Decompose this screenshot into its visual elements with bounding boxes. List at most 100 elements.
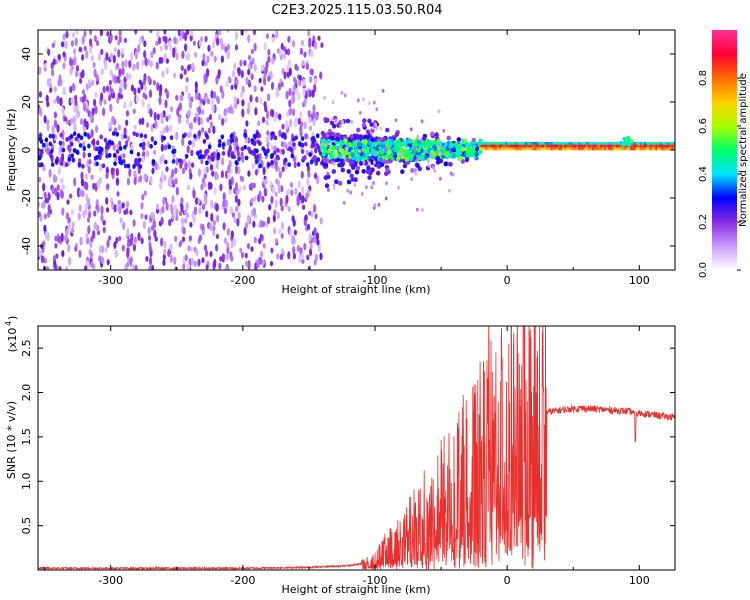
heatmap-cell [87, 78, 91, 87]
heatmap-cell [99, 165, 103, 172]
heatmap-cell [365, 169, 371, 175]
heatmap-cell [74, 98, 78, 107]
heatmap-cell [266, 216, 271, 225]
heatmap-cell [218, 138, 222, 144]
heatmap-cell [171, 149, 175, 155]
heatmap-cell [57, 54, 61, 60]
heatmap-cells [38, 30, 675, 270]
heatmap-cell [299, 47, 303, 56]
heatmap-cell [355, 165, 361, 171]
heatmap-cell [273, 227, 277, 235]
heatmap-cell [154, 161, 158, 168]
heatmap-cell [108, 79, 112, 86]
heatmap-cell [458, 156, 463, 162]
heatmap-cell [60, 232, 64, 243]
heatmap-cell [57, 166, 62, 176]
heatmap-cell [253, 236, 257, 244]
heatmap-cell [132, 131, 136, 137]
heatmap-cell [276, 148, 280, 153]
heatmap-cell [49, 208, 53, 215]
heatmap-cell [118, 30, 122, 36]
heatmap-cell [140, 237, 144, 245]
heatmap-cell [171, 159, 176, 164]
heatmap-cell [100, 92, 104, 102]
heatmap-cell [194, 81, 198, 90]
heatmap-cell [174, 235, 178, 243]
heatmap-cell [292, 219, 296, 227]
heatmap-cell [212, 125, 216, 135]
heatmap-cell [329, 154, 334, 160]
heatmap-cell [95, 125, 99, 133]
heatmap-cell [271, 36, 275, 43]
heatmap-cell [224, 199, 228, 208]
heatmap-cell [207, 144, 212, 150]
heatmap-cell [303, 121, 307, 130]
heatmap-cell [180, 197, 184, 204]
heatmap-cell [443, 161, 448, 167]
heatmap-cell [126, 241, 130, 248]
heatmap-cell [73, 57, 77, 66]
heatmap-cell [93, 35, 97, 43]
heatmap-cell [355, 157, 360, 162]
heatmap-cell [280, 185, 284, 193]
heatmap-cell [340, 167, 345, 173]
heatmap-cell [305, 149, 309, 156]
heatmap-cell [224, 116, 228, 123]
heatmap-cell [237, 166, 241, 175]
heatmap-cell [294, 116, 298, 123]
heatmap-cell [206, 55, 210, 63]
heatmap-cell [400, 169, 405, 175]
heatmap-cell [171, 168, 175, 178]
heatmap-cell [209, 121, 213, 129]
heatmap-cell [184, 32, 188, 42]
heatmap-cell [258, 141, 262, 147]
heatmap-cell [133, 177, 137, 186]
heatmap-cell [161, 153, 165, 162]
heatmap-cell [250, 48, 254, 55]
heatmap-cell [313, 203, 317, 213]
heatmap-cell [315, 113, 319, 121]
heatmap-cell [247, 260, 251, 269]
heatmap-cell [267, 75, 271, 82]
heatmap-cell [251, 162, 255, 170]
heatmap-cell [253, 63, 257, 72]
heatmap-cell [156, 82, 160, 92]
heatmap-cell [126, 163, 131, 169]
heatmap-cell [90, 54, 94, 62]
heatmap-cell [125, 110, 130, 117]
heatmap-cell [355, 139, 359, 144]
heatmap-cell [243, 59, 247, 67]
snr-x-tick-label: -200 [230, 574, 255, 587]
heatmap-cell [309, 159, 314, 165]
heatmap-cell [118, 205, 122, 215]
heatmap-cell [240, 69, 244, 79]
heatmap-cell [67, 156, 71, 162]
heatmap-cell [237, 211, 241, 220]
heatmap-cell [93, 68, 97, 78]
heatmap-cell [206, 98, 211, 105]
heatmap-cell [68, 145, 72, 154]
heatmap-cell [82, 146, 87, 151]
heatmap-cell [463, 138, 468, 144]
heatmap-cell [100, 256, 105, 265]
heatmap-cell [125, 119, 129, 126]
spectrogram-y-tick-label: 40 [20, 47, 33, 61]
heatmap-cell [43, 224, 47, 233]
heatmap-cell [184, 254, 188, 262]
heatmap-cell [53, 98, 57, 104]
heatmap-cell [175, 131, 179, 141]
heatmap-cell [291, 90, 295, 97]
heatmap-cell [460, 146, 466, 152]
heatmap-cell [278, 129, 282, 137]
heatmap-cell [123, 81, 127, 90]
heatmap-cell [385, 181, 388, 186]
heatmap-cell [160, 112, 164, 118]
heatmap-cell [109, 69, 113, 77]
heatmap-cell [126, 228, 130, 237]
heatmap-cell [53, 111, 58, 119]
heatmap-cell [225, 253, 229, 261]
heatmap-cell [115, 177, 119, 186]
heatmap-cell [49, 87, 53, 93]
heatmap-cell [188, 123, 192, 129]
heatmap-cell [266, 93, 271, 102]
